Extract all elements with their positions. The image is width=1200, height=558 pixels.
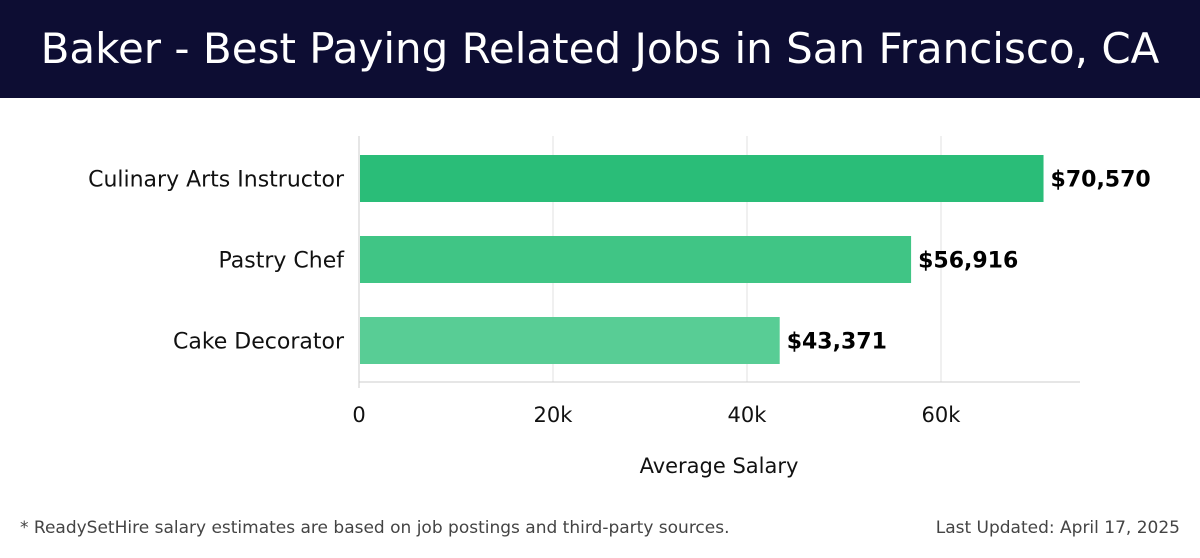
chart-title: Baker - Best Paying Related Jobs in San … (40, 24, 1160, 73)
labels: 0 20k 40k 60k Culinary Arts Instructor $70,57… (88, 168, 1151, 428)
category-label: Culinary Arts Instructor (88, 168, 345, 193)
value-label: $56,916 (918, 249, 1018, 274)
x-axis-title: Average Salary (640, 454, 799, 478)
x-tick-label: 20k (534, 403, 574, 427)
bars (360, 155, 1044, 364)
bar (360, 317, 780, 364)
category-label: Pastry Chef (219, 249, 346, 274)
footnote: * ReadySetHire salary estimates are base… (20, 518, 730, 538)
value-label: $70,570 (1051, 168, 1151, 193)
bar-chart: 0 20k 40k 60k Culinary Arts Instructor $70,57… (88, 136, 1151, 478)
header-banner: Baker - Best Paying Related Jobs in San … (0, 0, 1200, 98)
bar (360, 155, 1044, 202)
last-updated: Last Updated: April 17, 2025 (935, 518, 1180, 538)
bar (360, 236, 912, 283)
value-label: $43,371 (787, 330, 887, 355)
x-tick-label: 0 (352, 403, 365, 427)
x-tick-label: 40k (728, 403, 768, 427)
x-tick-label: 60k (922, 403, 962, 427)
category-label: Cake Decorator (173, 330, 345, 355)
